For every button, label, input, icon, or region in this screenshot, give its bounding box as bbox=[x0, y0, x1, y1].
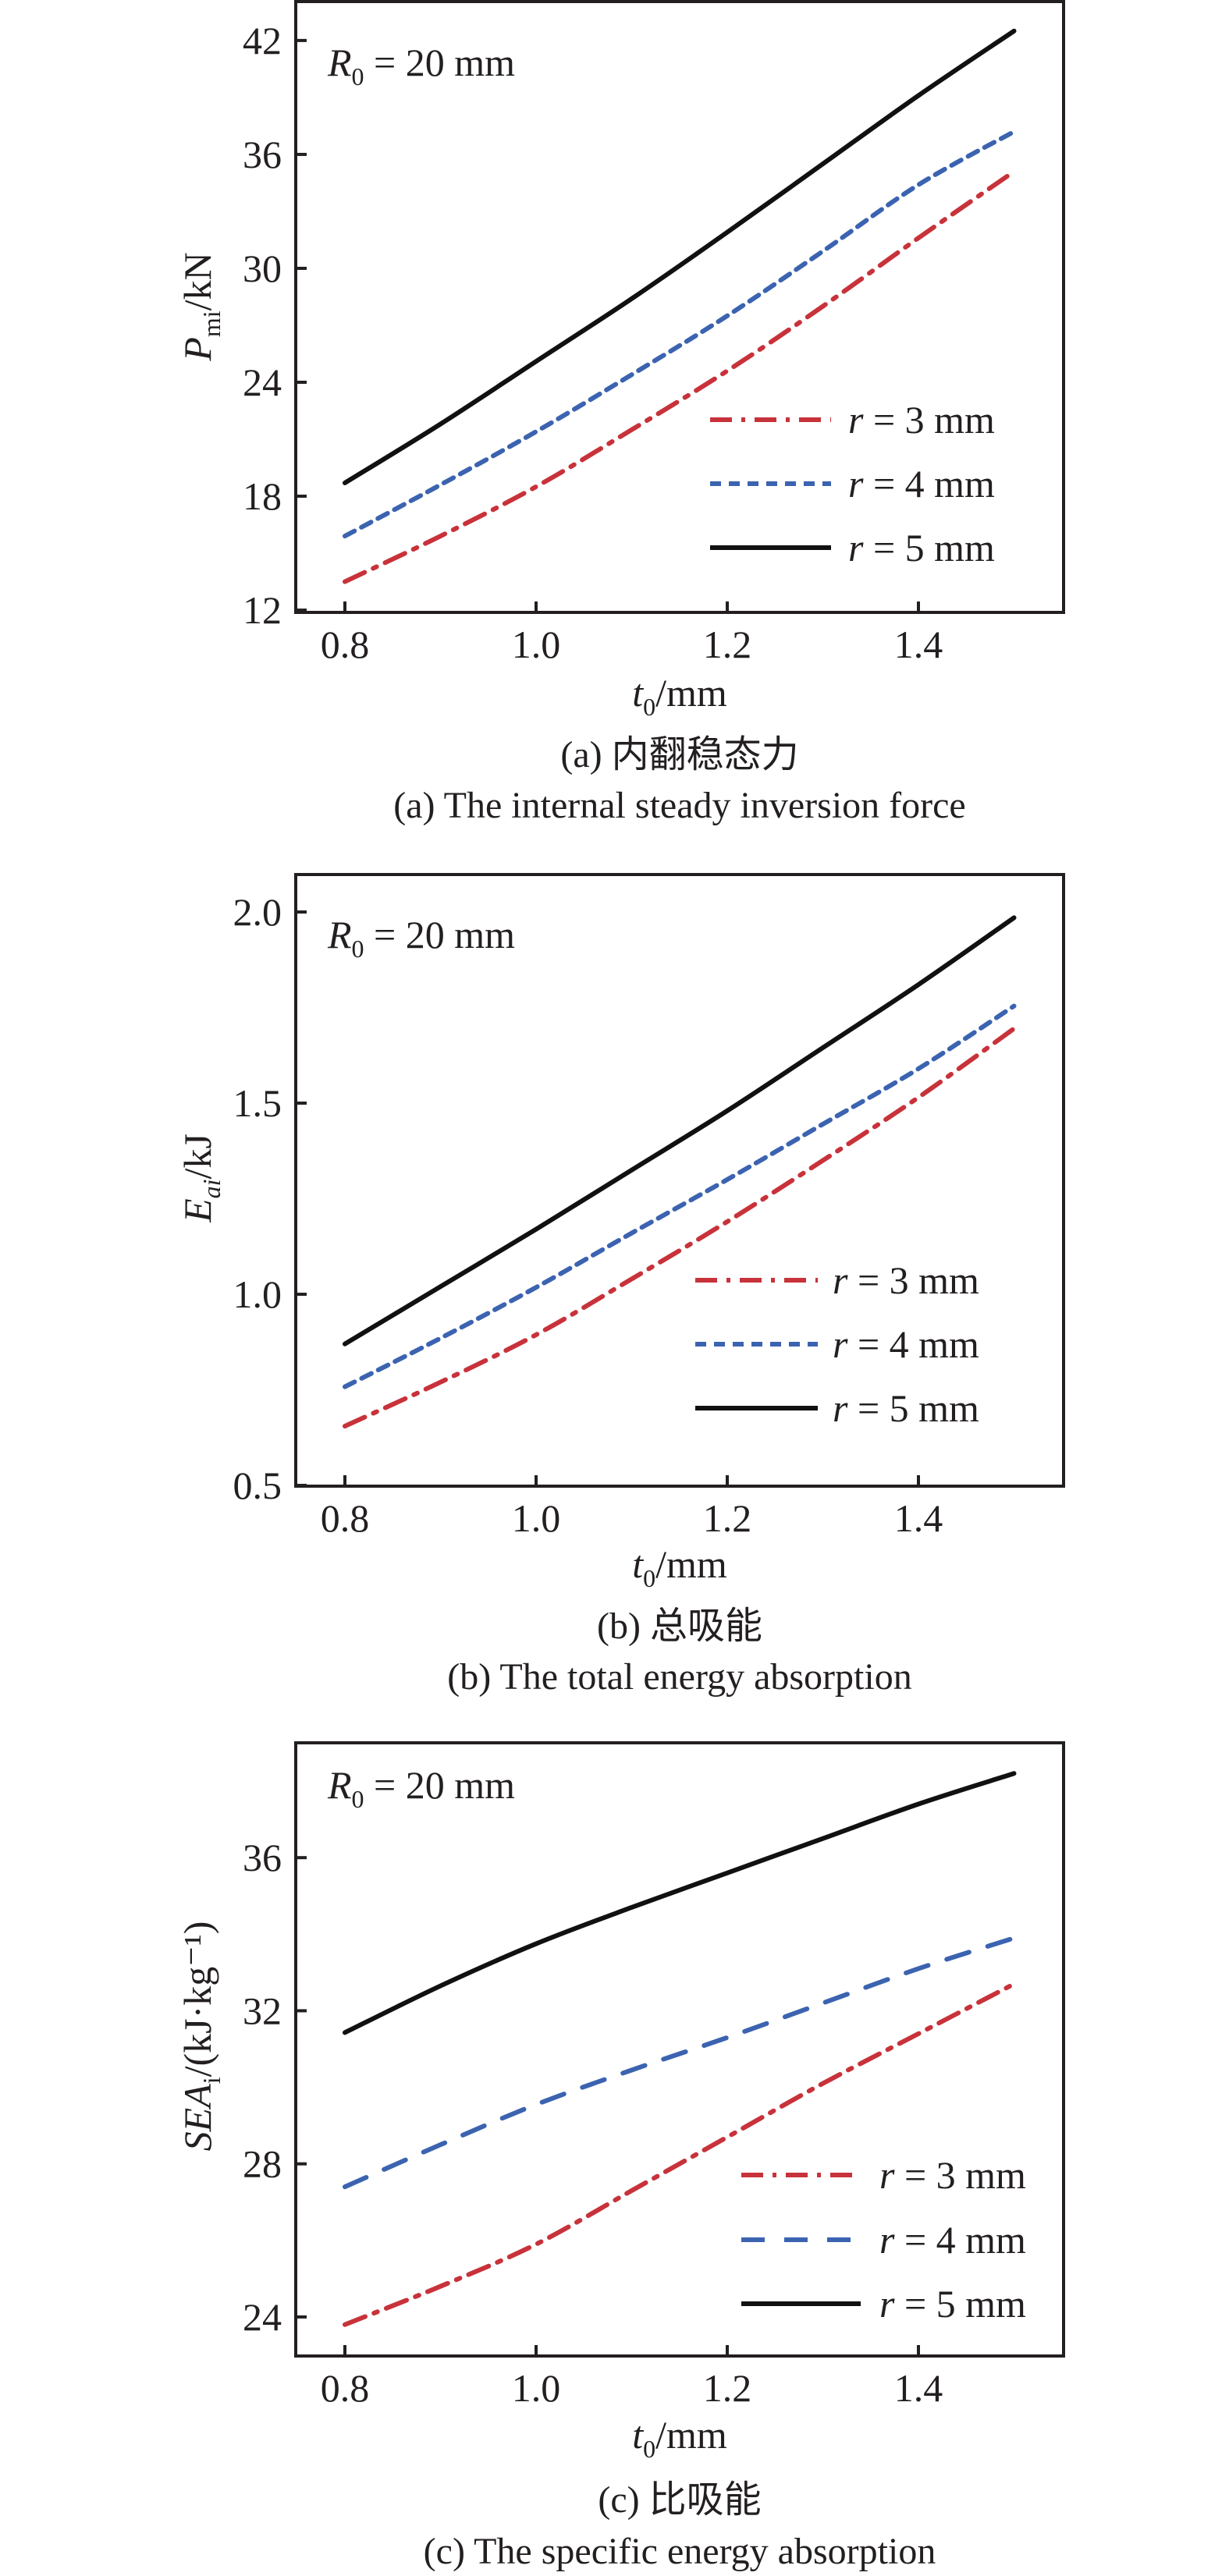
x-tick-label: 0.8 bbox=[321, 2366, 370, 2410]
plot-frame bbox=[294, 1741, 1065, 2358]
panel-c: 0.8 1.0 1.2 1.4 24 28 32 36 R0 = 20 mm SEAi/(kJ… bbox=[176, 1741, 1065, 2572]
y-tick-label: 30 bbox=[243, 247, 282, 290]
x-tick-label: 1.0 bbox=[512, 2366, 561, 2410]
x-tick-label: 1.2 bbox=[703, 1496, 752, 1540]
caption-en: (c) The specific energy absorption bbox=[424, 2531, 936, 2572]
series-line-r3 bbox=[343, 1026, 1017, 1429]
legend: r = 3 mm r = 4 mm r = 5 mm bbox=[741, 2153, 1026, 2326]
x-tick-label: 0.8 bbox=[321, 623, 370, 666]
caption-en: (a) The internal steady inversion force bbox=[393, 785, 965, 826]
x-tick-label: 1.4 bbox=[894, 623, 943, 666]
y-tick-label: 36 bbox=[243, 133, 282, 176]
legend-label-r4: r = 4 mm bbox=[848, 462, 995, 506]
legend-label-r4: r = 4 mm bbox=[879, 2218, 1026, 2262]
legend-label-r3: r = 3 mm bbox=[848, 398, 995, 442]
x-tick-label: 1.0 bbox=[512, 1496, 561, 1540]
y-tick-label: 42 bbox=[243, 19, 282, 62]
series-line-r5 bbox=[343, 28, 1017, 486]
x-axis-label: t0/mm bbox=[632, 2413, 727, 2463]
legend-label-r5: r = 5 mm bbox=[848, 526, 995, 569]
axis-ticks: 0.8 1.0 1.2 1.4 24 28 32 36 bbox=[243, 1836, 943, 2410]
caption-cn: (c) 比吸能 bbox=[598, 2479, 761, 2521]
plot-series bbox=[343, 28, 1017, 584]
caption-cn: (b) 总吸能 bbox=[597, 1606, 762, 1647]
y-tick-label: 1.5 bbox=[233, 1081, 282, 1125]
y-axis-label: SEAi/(kJ·kg⁻¹) bbox=[176, 1921, 226, 2152]
y-tick-label: 0.5 bbox=[233, 1464, 282, 1507]
x-tick-label: 1.2 bbox=[703, 623, 752, 666]
legend-label-r5: r = 5 mm bbox=[879, 2282, 1026, 2326]
x-tick-label: 1.0 bbox=[512, 623, 561, 666]
annotation-r0: R0 = 20 mm bbox=[327, 913, 515, 963]
x-tick-label: 1.2 bbox=[703, 2366, 752, 2410]
series-line-r3 bbox=[343, 1982, 1017, 2327]
caption-cn: (a) 内翻稳态力 bbox=[560, 734, 798, 775]
y-tick-label: 24 bbox=[243, 2295, 282, 2339]
y-tick-label: 18 bbox=[243, 474, 282, 518]
legend-label-r3: r = 3 mm bbox=[879, 2153, 1026, 2197]
plot-series bbox=[343, 1771, 1017, 2327]
y-axis-label: Eai/kJ bbox=[176, 1134, 226, 1223]
annotation-r0: R0 = 20 mm bbox=[327, 1763, 515, 1813]
legend-label-r3: r = 3 mm bbox=[833, 1258, 979, 1302]
y-tick-label: 36 bbox=[243, 1836, 282, 1879]
x-tick-label: 1.4 bbox=[894, 1496, 943, 1540]
series-line-r3 bbox=[343, 169, 1017, 584]
y-tick-label: 2.0 bbox=[233, 890, 282, 934]
series-line-r5 bbox=[343, 1771, 1017, 2035]
panel-a: 0.8 1.0 1.2 1.4 12 18 24 30 36 42 R0 = 20 mm Pmi/… bbox=[176, 0, 1065, 826]
x-axis-label: t0/mm bbox=[632, 1542, 727, 1592]
y-tick-label: 32 bbox=[243, 1989, 282, 2032]
y-tick-label: 24 bbox=[243, 360, 282, 404]
series-line-r4 bbox=[343, 1936, 1017, 2190]
legend: r = 3 mm r = 4 mm r = 5 mm bbox=[695, 1258, 979, 1430]
panel-b: 0.8 1.0 1.2 1.4 0.5 1.0 1.5 2.0 R0 = 20 mm Eai/… bbox=[176, 873, 1065, 1698]
series-line-r4 bbox=[343, 129, 1017, 539]
y-tick-label: 28 bbox=[243, 2142, 282, 2186]
plot-frame bbox=[294, 873, 1065, 1488]
y-axis-label: Pmi/kN bbox=[176, 252, 226, 361]
plot-series bbox=[343, 915, 1017, 1429]
legend-label-r5: r = 5 mm bbox=[833, 1386, 979, 1430]
axis-ticks: 0.8 1.0 1.2 1.4 0.5 1.0 1.5 2.0 bbox=[233, 890, 943, 1540]
y-tick-label: 1.0 bbox=[233, 1272, 282, 1316]
series-line-r4 bbox=[343, 1003, 1017, 1389]
legend-label-r4: r = 4 mm bbox=[833, 1322, 979, 1366]
x-axis-label: t0/mm bbox=[632, 671, 727, 721]
series-line-r5 bbox=[343, 915, 1017, 1347]
plot-frame bbox=[294, 0, 1065, 614]
caption-en: (b) The total energy absorption bbox=[447, 1656, 911, 1698]
annotation-r0: R0 = 20 mm bbox=[327, 41, 515, 90]
axis-ticks: 0.8 1.0 1.2 1.4 12 18 24 30 36 42 bbox=[243, 19, 943, 666]
legend: r = 3 mm r = 4 mm r = 5 mm bbox=[710, 398, 995, 569]
x-tick-label: 0.8 bbox=[321, 1496, 370, 1540]
x-tick-label: 1.4 bbox=[894, 2366, 943, 2410]
y-tick-label: 12 bbox=[243, 588, 282, 632]
